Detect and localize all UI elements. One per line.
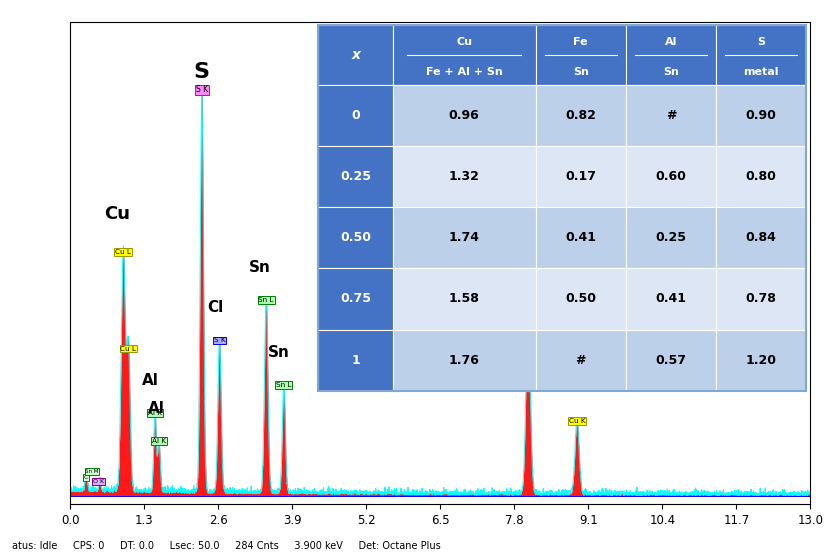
Bar (626, 85, 716, 146)
Bar (536, 85, 626, 146)
Text: 0.60: 0.60 (656, 170, 686, 183)
Text: Al K: Al K (148, 410, 162, 416)
Text: 0.96: 0.96 (449, 109, 480, 122)
Bar (318, 85, 393, 146)
Text: Fe + Al + Sn: Fe + Al + Sn (426, 67, 503, 77)
Bar (716, 269, 806, 330)
Text: 0.57: 0.57 (656, 353, 686, 367)
Text: 0.84: 0.84 (746, 232, 777, 244)
Text: Al: Al (665, 37, 677, 47)
Bar (716, 85, 806, 146)
Text: 0.41: 0.41 (565, 232, 596, 244)
Text: Sn: Sn (663, 67, 679, 77)
Text: atus: Idle     CPS: 0     DT: 0.0     Lsec: 50.0     284 Cnts     3.900 keV     : atus: Idle CPS: 0 DT: 0.0 Lsec: 50.0 284… (12, 541, 441, 551)
Text: 1.74: 1.74 (449, 232, 480, 244)
Bar (716, 330, 806, 391)
Bar (536, 207, 626, 269)
Bar (626, 269, 716, 330)
Text: Cu: Cu (104, 205, 130, 223)
Text: 0.25: 0.25 (340, 170, 371, 183)
Text: 0: 0 (351, 109, 360, 122)
Text: Al: Al (148, 401, 165, 416)
Text: Fe: Fe (573, 37, 588, 47)
Text: O K: O K (93, 479, 104, 484)
Text: Cu: Cu (558, 378, 585, 396)
Text: 1.58: 1.58 (449, 293, 480, 305)
Text: metal: metal (743, 67, 779, 77)
Bar (716, 25, 806, 85)
Text: Sn: Sn (573, 67, 589, 77)
Text: 0.78: 0.78 (746, 293, 777, 305)
Bar (393, 25, 536, 85)
Text: 0.50: 0.50 (340, 232, 371, 244)
Text: 0.82: 0.82 (566, 109, 596, 122)
Bar (393, 330, 536, 391)
Text: Sn M: Sn M (85, 469, 98, 474)
Text: #: # (576, 353, 586, 367)
Text: 0.25: 0.25 (656, 232, 686, 244)
Text: Sn: Sn (268, 345, 289, 360)
Text: Al: Al (141, 373, 159, 388)
Text: S: S (758, 37, 765, 47)
Text: Cu: Cu (509, 278, 535, 295)
Text: S K: S K (213, 337, 225, 343)
Text: 1.20: 1.20 (746, 353, 777, 367)
Text: Sn: Sn (249, 260, 270, 275)
Bar (393, 146, 536, 207)
Text: Cu L: Cu L (121, 346, 136, 352)
Bar (318, 330, 393, 391)
Bar (626, 25, 716, 85)
Text: 1.76: 1.76 (449, 353, 480, 367)
Text: 0.50: 0.50 (565, 293, 596, 305)
Bar (626, 330, 716, 391)
Text: Cu: Cu (457, 37, 472, 47)
Text: #: # (666, 109, 676, 122)
Bar (393, 269, 536, 330)
Bar (318, 269, 393, 330)
Text: 0.17: 0.17 (565, 170, 596, 183)
Text: S: S (194, 63, 210, 83)
Text: 1: 1 (351, 353, 360, 367)
Text: C: C (84, 475, 88, 480)
Bar (536, 146, 626, 207)
Bar (536, 269, 626, 330)
Text: Cu K: Cu K (519, 317, 537, 324)
Bar (626, 146, 716, 207)
Bar (716, 207, 806, 269)
Text: Sn L: Sn L (276, 382, 291, 388)
Text: 0.80: 0.80 (746, 170, 777, 183)
Bar (393, 207, 536, 269)
Text: 1.32: 1.32 (449, 170, 480, 183)
Text: Al K: Al K (152, 438, 166, 444)
Text: 0.41: 0.41 (656, 293, 686, 305)
Text: 0.90: 0.90 (746, 109, 777, 122)
Text: Cl: Cl (207, 300, 223, 315)
Bar (536, 25, 626, 85)
Text: Cu K: Cu K (569, 418, 586, 424)
Text: x: x (351, 48, 360, 62)
Bar (318, 207, 393, 269)
Bar (393, 85, 536, 146)
Text: 0.75: 0.75 (340, 293, 371, 305)
Bar (318, 146, 393, 207)
Text: Sn L: Sn L (259, 297, 274, 304)
Text: Cu L: Cu L (115, 249, 131, 255)
Text: S K: S K (196, 85, 208, 94)
Bar (536, 330, 626, 391)
Bar (626, 207, 716, 269)
Bar (716, 146, 806, 207)
Bar (318, 25, 393, 85)
